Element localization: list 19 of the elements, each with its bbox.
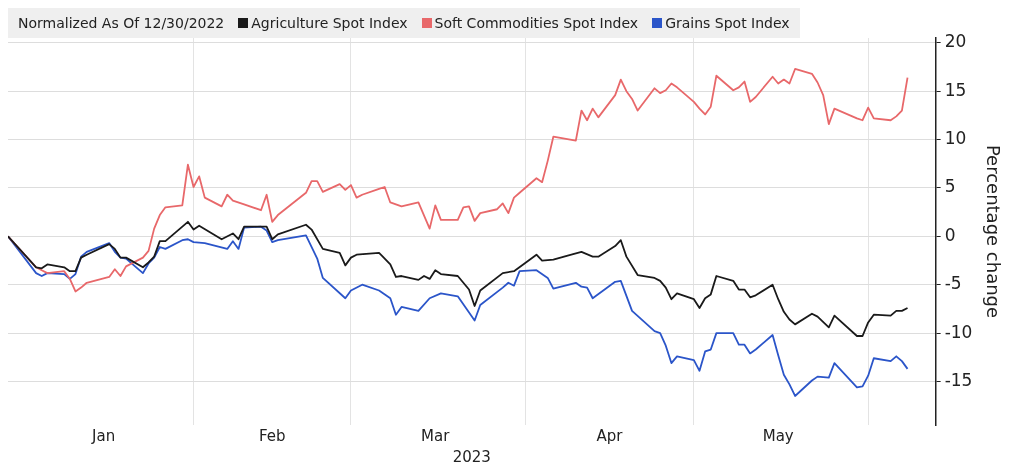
x-tick-label: Mar: [421, 426, 451, 445]
x-tick-label: May: [762, 426, 794, 445]
y-tick-label: 0: [944, 224, 956, 245]
y-tick-label: 15: [944, 79, 967, 100]
y-tick-label: 20: [944, 31, 967, 52]
y-tick-label: 5: [944, 176, 956, 197]
x-tick-label: Apr: [596, 426, 624, 445]
legend-label: Agriculture Spot Index: [251, 15, 408, 31]
legend-label: Grains Spot Index: [665, 15, 790, 31]
y-tick-label: -15: [944, 369, 973, 390]
y-axis-title: Percentage change: [982, 144, 1004, 319]
x-tick-label: Jan: [91, 426, 116, 445]
legend-label: Soft Commodities Spot Index: [434, 15, 639, 31]
y-tick-label: 10: [944, 128, 967, 149]
legend-title: Normalized As Of 12/30/2022: [18, 15, 225, 31]
x-tick-label: Feb: [258, 426, 286, 445]
x-axis-title: 2023: [452, 447, 491, 466]
y-tick-label: -10: [944, 321, 973, 342]
y-tick-label: -5: [944, 273, 962, 294]
